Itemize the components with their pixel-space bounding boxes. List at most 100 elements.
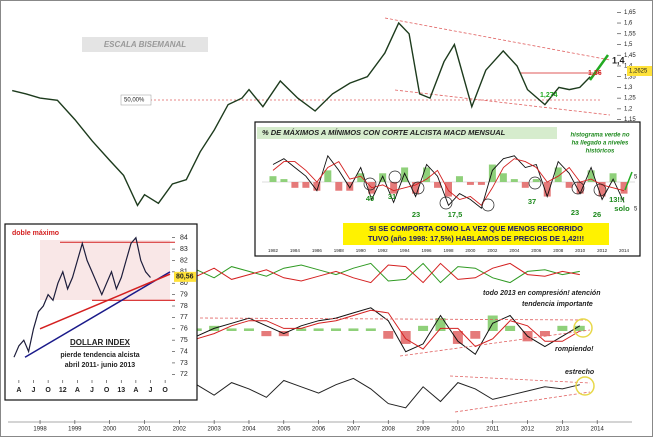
y-tick-label: 80: [180, 280, 188, 287]
histogram-bar: [418, 325, 429, 331]
x-tick-label: O: [104, 387, 110, 394]
y-tick-label: 1,15: [624, 117, 636, 123]
up-arrow: [588, 54, 610, 81]
note: abril 2011- junio 2013: [65, 362, 136, 369]
highlight: [573, 318, 593, 338]
y-tick-label: 1,5: [624, 42, 633, 48]
trend-line: [199, 317, 591, 321]
up-arrow: [624, 171, 633, 191]
y-tick-label: 82: [180, 257, 188, 264]
histogram-bar: [296, 328, 307, 331]
right-label: 5: [634, 207, 638, 213]
annotation: todo 2013 en compresión! atención: [483, 290, 600, 297]
x-tick-label: J: [32, 387, 36, 394]
right-label: 5: [634, 175, 638, 181]
y-tick-label: 75: [180, 337, 188, 344]
highlight: [528, 176, 542, 190]
x-tick-label: 2007: [347, 427, 361, 433]
annotation: 26: [593, 210, 601, 219]
annotation: 1,36: [588, 70, 602, 77]
x-tick-label: 2010: [451, 427, 465, 433]
y-tick-label: 1,2: [624, 106, 633, 112]
highlight: [593, 183, 607, 197]
annotation: 37: [528, 197, 536, 206]
x-tick-label: J: [149, 387, 153, 394]
x-tick-label: 1994: [400, 248, 411, 253]
annotation: 80,56: [176, 274, 194, 281]
annotation: 50,00%: [124, 98, 145, 104]
histogram-bar: [455, 176, 463, 182]
y-tick-label: 1,65: [624, 10, 636, 16]
histogram-bar: [313, 182, 321, 191]
highlight: [575, 376, 595, 396]
data-line: [12, 21, 591, 207]
histogram-bar: [609, 173, 617, 182]
x-tick-label: 2004: [242, 427, 256, 433]
y-tick-label: 74: [180, 348, 188, 355]
x-tick-label: 1998: [443, 248, 454, 253]
histogram-bar: [488, 164, 496, 182]
y-tick-label: 84: [180, 235, 188, 242]
highlight: [481, 198, 495, 212]
x-tick-label: 2010: [575, 248, 586, 253]
price-tag: [627, 66, 652, 76]
trend-line: [39, 273, 171, 330]
histogram-bar: [313, 328, 324, 331]
x-tick-label: 1998: [33, 427, 47, 433]
trend-line: [449, 375, 591, 384]
y-tick-label: 77: [180, 314, 188, 321]
annotation: rompiendo!: [555, 346, 594, 353]
x-tick-label: J: [90, 387, 94, 394]
x-tick-label: O: [45, 387, 51, 394]
x-tick-label: 2009: [416, 427, 430, 433]
y-tick-label: 78: [180, 303, 188, 310]
annotation: 40: [366, 194, 374, 203]
x-tick-label: 2013: [556, 427, 570, 433]
histogram-bar: [499, 173, 507, 182]
histogram-bar: [477, 182, 485, 185]
x-tick-label: 2012: [597, 248, 608, 253]
y-tick-label: 83: [180, 246, 188, 253]
data-line: [196, 262, 580, 284]
x-tick-label: 2014: [590, 427, 604, 433]
histogram-bar: [226, 328, 237, 331]
histogram-bar: [543, 182, 551, 197]
annotation: 31: [388, 192, 396, 201]
histogram-bar: [521, 182, 529, 188]
x-tick-label: 12: [59, 387, 67, 394]
histogram-bar: [261, 331, 272, 337]
y-tick-label: 1,55: [624, 31, 636, 37]
x-tick-label: 2002: [173, 427, 187, 433]
callout-box: [343, 223, 609, 245]
y-tick-label: 73: [180, 360, 188, 367]
panel-title: % DE MÁXIMOS A MÍNIMOS CON CORTE ALCISTA…: [262, 128, 506, 137]
band: [40, 240, 170, 300]
x-tick-label: A: [133, 387, 138, 394]
data-line: [196, 309, 581, 350]
histogram-bar: [269, 176, 277, 182]
x-tick-label: 1999: [68, 427, 82, 433]
annotation: estrecho: [565, 369, 595, 376]
annotation: 13!!!: [609, 195, 625, 204]
histogram-bar: [452, 331, 463, 344]
histogram-bar: [554, 167, 562, 182]
trend-line: [24, 271, 171, 358]
histogram-bar: [243, 328, 254, 331]
histogram-bar: [539, 331, 550, 337]
trend-line: [384, 17, 611, 61]
panel-title: DOLLAR INDEX: [70, 338, 131, 347]
x-tick-label: 2001: [138, 427, 152, 433]
highlight: [411, 181, 425, 195]
histogram-bar: [445, 182, 452, 197]
x-tick-label: 2011: [486, 427, 500, 433]
data-line: [13, 236, 151, 358]
highlight: [439, 196, 453, 210]
y-tick-label: 1,3: [624, 85, 633, 91]
histogram-bar: [434, 182, 442, 188]
histogram-bar: [620, 182, 628, 194]
x-tick-label: 2002: [487, 248, 498, 253]
y-tick-label: 1,6: [624, 21, 633, 27]
x-tick-label: 2006: [531, 248, 542, 253]
y-tick-label: 1,25: [624, 96, 636, 102]
